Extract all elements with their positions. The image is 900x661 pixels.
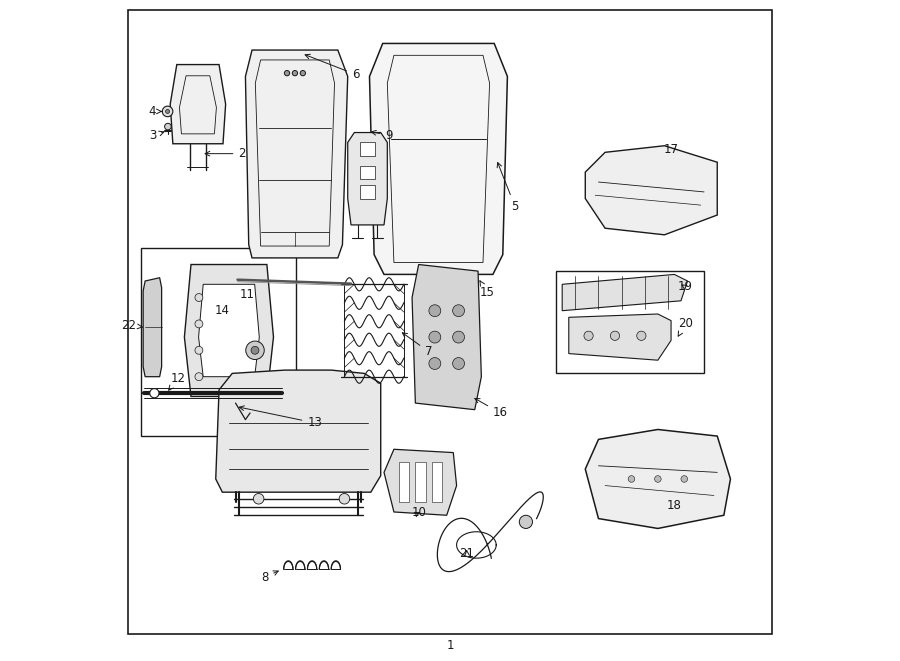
Circle shape bbox=[251, 346, 259, 354]
Text: 21: 21 bbox=[459, 547, 474, 560]
Polygon shape bbox=[216, 370, 381, 492]
Polygon shape bbox=[347, 133, 387, 225]
Polygon shape bbox=[143, 278, 162, 377]
Circle shape bbox=[453, 331, 464, 343]
Text: 9: 9 bbox=[372, 129, 393, 141]
Text: 2: 2 bbox=[205, 147, 246, 160]
Text: 8: 8 bbox=[261, 571, 278, 584]
Bar bbox=[141, 248, 296, 436]
Polygon shape bbox=[585, 430, 731, 528]
Text: 22: 22 bbox=[122, 319, 142, 332]
Text: 15: 15 bbox=[480, 281, 495, 299]
Text: 12: 12 bbox=[168, 371, 186, 390]
Circle shape bbox=[636, 331, 646, 340]
Circle shape bbox=[453, 358, 464, 369]
Circle shape bbox=[162, 106, 173, 117]
Circle shape bbox=[610, 331, 619, 340]
Polygon shape bbox=[384, 449, 456, 516]
Polygon shape bbox=[569, 314, 671, 360]
Polygon shape bbox=[412, 264, 482, 410]
Text: 19: 19 bbox=[678, 280, 693, 293]
Polygon shape bbox=[415, 463, 426, 502]
Text: 11: 11 bbox=[240, 288, 256, 301]
Polygon shape bbox=[562, 274, 688, 311]
Circle shape bbox=[584, 331, 593, 340]
Text: 16: 16 bbox=[475, 399, 508, 420]
Circle shape bbox=[195, 373, 203, 381]
Polygon shape bbox=[360, 142, 375, 155]
Polygon shape bbox=[585, 145, 717, 235]
Circle shape bbox=[681, 476, 688, 483]
Text: 1: 1 bbox=[446, 639, 454, 652]
Circle shape bbox=[292, 71, 298, 76]
Text: 13: 13 bbox=[239, 406, 322, 430]
Bar bbox=[555, 271, 704, 373]
Circle shape bbox=[519, 516, 533, 528]
Circle shape bbox=[246, 341, 265, 360]
Text: 14: 14 bbox=[215, 304, 230, 317]
Text: 5: 5 bbox=[497, 163, 518, 213]
Circle shape bbox=[301, 71, 305, 76]
Text: 20: 20 bbox=[678, 317, 692, 336]
Circle shape bbox=[429, 358, 441, 369]
Circle shape bbox=[429, 331, 441, 343]
Text: 7: 7 bbox=[402, 332, 432, 358]
Circle shape bbox=[195, 293, 203, 301]
Text: 3: 3 bbox=[149, 130, 164, 142]
Polygon shape bbox=[184, 264, 274, 397]
Polygon shape bbox=[399, 463, 410, 502]
Circle shape bbox=[339, 494, 350, 504]
Circle shape bbox=[165, 124, 171, 130]
Circle shape bbox=[166, 110, 169, 114]
Polygon shape bbox=[360, 185, 375, 198]
Circle shape bbox=[453, 305, 464, 317]
Text: 18: 18 bbox=[667, 499, 682, 512]
Polygon shape bbox=[370, 44, 508, 274]
Text: 10: 10 bbox=[411, 506, 427, 519]
Circle shape bbox=[284, 71, 290, 76]
Text: 6: 6 bbox=[305, 54, 359, 81]
Circle shape bbox=[429, 305, 441, 317]
Polygon shape bbox=[170, 65, 226, 143]
Polygon shape bbox=[246, 50, 347, 258]
Text: 4: 4 bbox=[148, 105, 162, 118]
Circle shape bbox=[628, 476, 634, 483]
Text: 17: 17 bbox=[663, 143, 679, 155]
Polygon shape bbox=[199, 284, 259, 377]
Circle shape bbox=[254, 494, 264, 504]
Circle shape bbox=[654, 476, 662, 483]
Circle shape bbox=[195, 346, 203, 354]
Polygon shape bbox=[360, 165, 375, 178]
Circle shape bbox=[149, 389, 159, 398]
Polygon shape bbox=[431, 463, 442, 502]
Circle shape bbox=[195, 320, 203, 328]
